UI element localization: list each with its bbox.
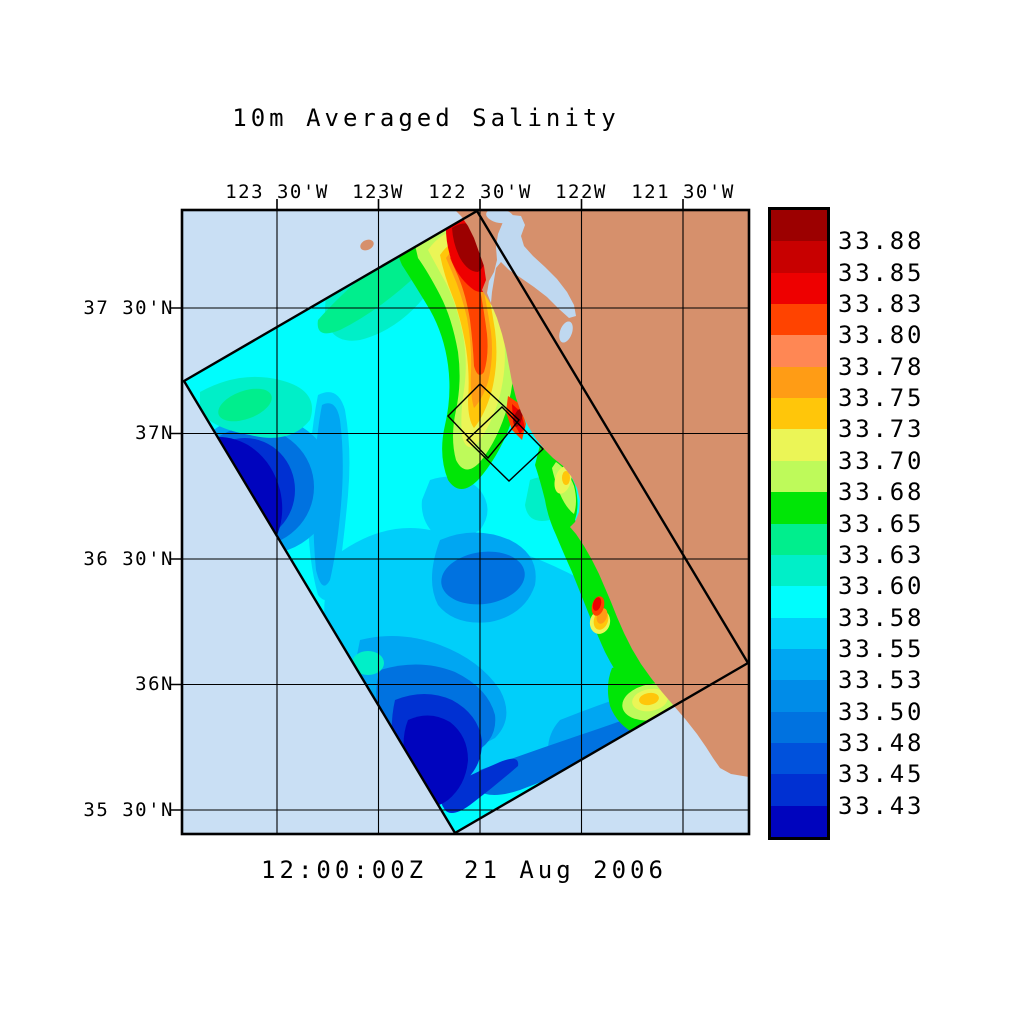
colorbar-segment (771, 711, 827, 744)
x-axis-label: 123W (352, 181, 404, 203)
colorbar-tick-label: 33.75 (838, 384, 925, 413)
colorbar-segment (771, 680, 827, 713)
colorbar-segment (771, 366, 827, 399)
colorbar-tick-label: 33.80 (838, 321, 925, 350)
colorbar-segment (771, 398, 827, 430)
colorbar-tick-label: 33.50 (838, 697, 925, 726)
y-axis-label: 35 30'N (83, 799, 174, 821)
timestamp-label: 12:00:00Z 21 Aug 2006 (261, 856, 667, 884)
colorbar-segment (771, 648, 827, 681)
colorbar-segment (771, 742, 827, 775)
y-axis-label: 36 30'N (83, 548, 174, 570)
offshore-island (360, 239, 374, 251)
contour-region (441, 551, 525, 605)
nested-domain-box-1 (447, 383, 520, 460)
contour-region (421, 476, 488, 539)
x-axis-label: 121 30'W (631, 181, 735, 203)
contour-region (475, 706, 669, 795)
contour-region (639, 692, 659, 706)
coastal-inlet (486, 210, 514, 224)
y-axis-label: 36N (135, 673, 174, 695)
colorbar-segment (771, 805, 827, 838)
colorbar-segment (771, 774, 827, 807)
colorbar-tick-label: 33.85 (838, 258, 925, 287)
colorbar-tick-label: 33.55 (838, 634, 925, 663)
colorbar-segment (771, 335, 827, 368)
x-axis-label: 122W (555, 181, 607, 203)
colorbar-segment (771, 304, 827, 336)
colorbar-tick-label: 33.60 (838, 572, 925, 601)
colorbar-segment (771, 272, 827, 305)
contour-region (592, 597, 602, 611)
colorbar-segment (771, 460, 827, 493)
contour-region (439, 758, 519, 814)
x-axis-label: 122 30'W (428, 181, 532, 203)
y-axis-label: 37 30'N (83, 297, 174, 319)
y-axis-label: 37N (135, 422, 174, 444)
colorbar (768, 207, 830, 840)
san-francisco-bay (487, 215, 576, 318)
land-mass (455, 210, 749, 777)
bay-south-arm (559, 321, 573, 343)
colorbar-tick-label: 33.65 (838, 509, 925, 538)
colorbar-tick-label: 33.58 (838, 603, 925, 632)
colorbar-tick-label: 33.78 (838, 352, 925, 381)
colorbar-tick-label: 33.70 (838, 446, 925, 475)
colorbar-tick-label: 33.68 (838, 478, 925, 507)
colorbar-tick-label: 33.43 (838, 791, 925, 820)
colorbar-segment (771, 241, 827, 274)
colorbar-tick-label: 33.45 (838, 760, 925, 789)
colorbar-tick-label: 33.73 (838, 415, 925, 444)
colorbar-segment (771, 492, 827, 524)
colorbar-segment (771, 586, 827, 619)
colorbar-segment (771, 617, 827, 650)
nested-domain-box-2 (465, 406, 544, 482)
contour-region (218, 388, 272, 422)
colorbar-tick-label: 33.53 (838, 666, 925, 695)
colorbar-tick-label: 33.48 (838, 728, 925, 757)
x-axis-label: 123 30'W (225, 181, 329, 203)
colorbar-tick-label: 33.63 (838, 540, 925, 569)
colorbar-segments (771, 210, 827, 838)
contour-region (513, 409, 523, 427)
map-gridlines (182, 210, 749, 834)
colorbar-segment (771, 210, 827, 242)
plot-title: 10m Averaged Salinity (232, 104, 620, 132)
colorbar-tick-label: 33.88 (838, 227, 925, 256)
colorbar-tick-label: 33.83 (838, 290, 925, 319)
contour-region (352, 651, 384, 675)
colorbar-segment (771, 523, 827, 556)
colorbar-segment (771, 554, 827, 587)
colorbar-segment (771, 429, 827, 462)
map-frame (180, 208, 751, 836)
axis-ticks (171, 199, 684, 811)
contour-region (562, 471, 570, 485)
